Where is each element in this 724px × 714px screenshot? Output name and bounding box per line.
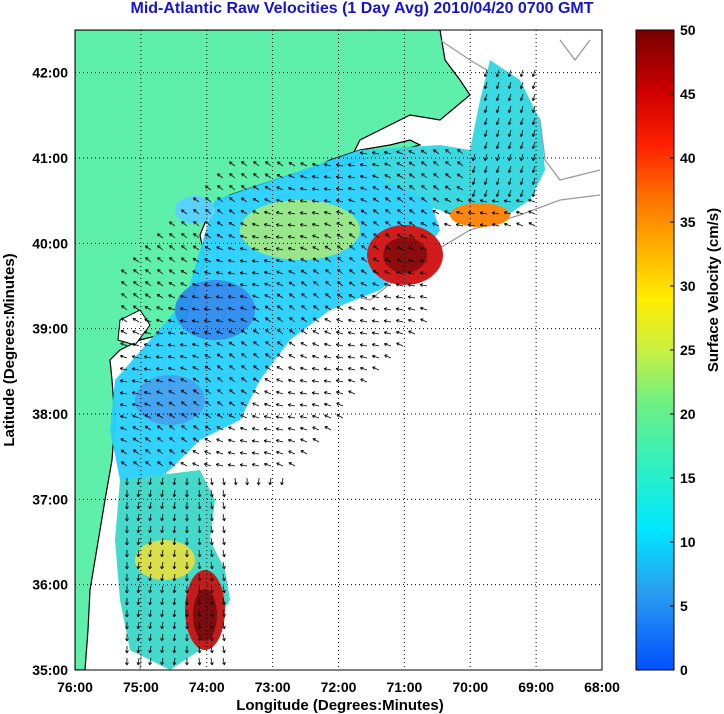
- colorbar-tick-label: 40: [680, 150, 696, 166]
- colorbar-tick-label: 5: [680, 598, 688, 614]
- x-axis-label: Longitude (Degrees:Minutes): [236, 697, 444, 714]
- plot-frame: [74, 29, 603, 671]
- x-tick-label: 72:00: [321, 679, 357, 695]
- colorbar-label: Surface Velocity (cm/s): [705, 208, 722, 372]
- velocity-region-north: [360, 60, 545, 225]
- map-title: Mid-Atlantic Raw Velocities (1 Day Avg) …: [130, 0, 594, 17]
- x-tick-label: 76:00: [57, 679, 93, 695]
- colorbar-tick-label: 30: [680, 278, 696, 294]
- velocity-arrows: [119, 69, 536, 666]
- y-tick-label: 36:00: [32, 577, 68, 593]
- x-tick-label: 73:00: [255, 679, 291, 695]
- colorbar-tick-label: 35: [680, 214, 696, 230]
- colorbar-tick-label: 50: [680, 22, 696, 38]
- velocity-field: [110, 60, 545, 670]
- colorbar-tick-label: 10: [680, 534, 696, 550]
- colorbar-ticks: 0 5 10 15 20 25 30 35 40 45 50: [670, 22, 696, 678]
- x-tick-label: 75:00: [123, 679, 159, 695]
- x-tick-label: 71:00: [386, 679, 422, 695]
- y-tick-label: 37:00: [32, 491, 68, 507]
- grid-lines: [75, 30, 602, 670]
- x-axis-ticks: 76:00 75:00 74:00 73:00 72:00 71:00 70:00 69:00…: [57, 679, 620, 695]
- y-tick-label: 42:00: [32, 65, 68, 81]
- y-tick-label: 41:00: [32, 150, 68, 166]
- colorbar: [635, 29, 675, 671]
- x-tick-label: 74:00: [189, 679, 225, 695]
- bay: [117, 309, 151, 346]
- colorbar-tick-label: 0: [680, 662, 688, 678]
- colorbar-tick-label: 15: [680, 470, 696, 486]
- x-tick-label: 70:00: [452, 679, 488, 695]
- y-axis-label: Latitude (Degrees:Minutes): [1, 253, 18, 446]
- y-tick-label: 39:00: [32, 321, 68, 337]
- colorbar-tick-label: 45: [680, 86, 696, 102]
- x-tick-label: 69:00: [518, 679, 554, 695]
- colorbar-tick-label: 20: [680, 406, 696, 422]
- y-tick-label: 40:00: [32, 235, 68, 251]
- y-axis-ticks: 35:00 36:00 37:00 38:00 39:00 40:00 41:00 42:00: [32, 65, 68, 678]
- colorbar-tick-label: 25: [680, 342, 696, 358]
- x-tick-label: 68:00: [584, 679, 620, 695]
- y-tick-label: 35:00: [32, 662, 68, 678]
- y-tick-label: 38:00: [32, 406, 68, 422]
